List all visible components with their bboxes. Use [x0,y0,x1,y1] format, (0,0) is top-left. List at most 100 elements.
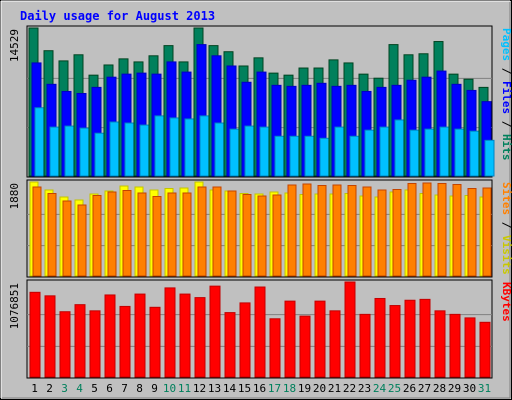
panel-2-legend: Sites / Visits [500,182,512,275]
sites-bar-day-21 [332,184,342,277]
pages-bar-day-15 [244,125,255,177]
legend-separator: / [500,215,512,235]
x-tick-label: 9 [151,382,158,395]
x-tick-label: 17 [268,382,281,395]
kbytes-bar-day-12 [194,297,206,378]
x-tick-label: 2 [46,382,53,395]
kbytes-bar-day-14 [224,312,236,378]
sites-bar-day-12 [197,186,207,277]
pages-bar-day-5 [94,132,105,177]
kbytes-bar-day-3 [59,311,71,378]
sites-bar-day-5 [92,195,102,277]
x-tick-label: 30 [463,382,476,395]
kbytes-bar-day-16 [254,286,266,378]
x-tick-label: 14 [223,382,237,395]
kbytes-bar-day-19 [299,315,311,378]
kbytes-bar-day-31 [479,321,491,378]
kbytes-bar-day-11 [179,293,191,378]
sites-bar-day-20 [317,185,327,277]
legend-visits: Visits [500,235,512,275]
sites-bar-day-23 [362,186,372,277]
pages-bar-day-29 [454,128,465,177]
pages-bar-day-24 [379,126,390,177]
x-tick-label: 15 [238,382,251,395]
sites-bar-day-11 [182,192,192,277]
x-tick-label: 10 [163,382,176,395]
sites-bar-day-19 [302,183,312,277]
pages-bar-day-11 [184,118,195,177]
pages-bar-day-4 [79,127,90,177]
legend-separator: / [500,61,512,81]
x-tick-label: 24 [373,382,387,395]
pages-bar-day-28 [439,126,450,177]
sites-bar-day-30 [467,188,477,277]
kbytes-bar-day-20 [314,300,326,378]
sites-bar-day-15 [242,194,252,277]
x-tick-label: 27 [418,382,431,395]
kbytes-bar-day-21 [329,310,341,378]
x-tick-label: 6 [106,382,113,395]
x-tick-label: 25 [388,382,401,395]
sites-bar-day-29 [452,184,462,277]
kbytes-bar-day-23 [359,313,371,378]
sites-bar-day-7 [122,190,132,277]
sites-bar-day-26 [407,183,417,277]
pages-bar-day-31 [484,139,495,177]
kbytes-bar-day-7 [119,305,131,378]
sites-bar-day-25 [392,189,402,277]
panel-3-legend: KBytes [500,282,512,322]
pages-bar-day-18 [289,135,300,177]
sites-bar-day-28 [437,183,447,277]
sites-bar-day-1 [32,186,42,277]
pages-bar-day-19 [304,135,315,177]
pages-bar-day-8 [139,124,150,177]
kbytes-bar-day-28 [434,310,446,378]
sites-bar-day-16 [257,195,267,277]
pages-bar-day-16 [259,126,270,177]
y-axis-max-label: 14529 [8,29,21,62]
y-axis-max-label: 1880 [8,183,21,210]
pages-bar-day-23 [364,129,375,177]
pages-bar-day-7 [124,122,135,177]
pages-bar-day-17 [274,135,285,177]
legend-files: Files [500,81,512,114]
x-tick-label: 21 [328,382,341,395]
pages-bar-day-12 [199,115,210,177]
kbytes-bar-day-25 [389,305,401,378]
x-tick-label: 3 [61,382,68,395]
sites-bar-day-2 [47,193,57,277]
kbytes-bar-day-10 [164,287,176,378]
sites-bar-day-14 [227,190,237,277]
sites-bar-day-4 [77,204,87,277]
kbytes-bar-day-24 [374,297,386,378]
kbytes-bar-day-27 [419,298,431,378]
sites-bar-day-3 [62,200,72,277]
sites-bar-day-24 [377,189,387,277]
legend-hits: Hits [500,134,512,161]
x-tick-label: 23 [358,382,371,395]
x-tick-label: 1 [31,382,38,395]
pages-bar-day-25 [394,119,405,177]
kbytes-bar-day-13 [209,285,221,378]
pages-bar-day-10 [169,117,180,177]
sites-bar-day-17 [272,194,282,277]
sites-bar-day-18 [287,184,297,277]
y-axis-max-label: 1076851 [8,283,21,329]
pages-bar-day-30 [469,130,480,177]
x-tick-label: 12 [193,382,206,395]
legend-kbytes: KBytes [500,282,512,322]
x-tick-label: 5 [91,382,98,395]
kbytes-bar-day-15 [239,302,251,378]
x-tick-label: 20 [313,382,326,395]
x-tick-label: 8 [136,382,143,395]
x-tick-label: 7 [121,382,128,395]
sites-bar-day-31 [482,187,492,277]
x-tick-label: 29 [448,382,461,395]
sites-bar-day-27 [422,182,432,277]
pages-bar-day-21 [334,126,345,177]
pages-bar-day-13 [214,122,225,177]
kbytes-bar-day-1 [29,291,41,378]
kbytes-bar-day-9 [149,306,161,378]
